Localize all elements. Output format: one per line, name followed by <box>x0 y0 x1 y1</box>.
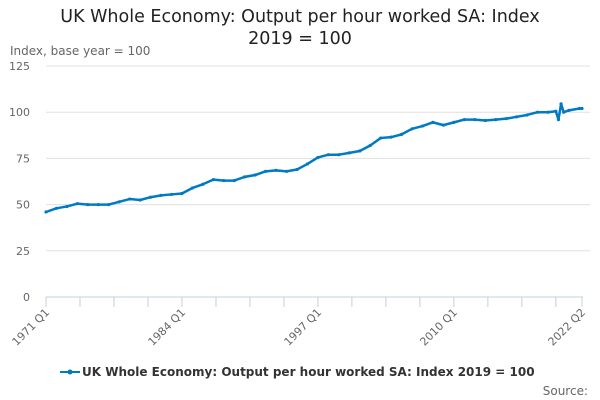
data-point <box>65 204 69 209</box>
x-tick-label: 1997 Q1 <box>282 306 325 349</box>
data-point <box>86 203 90 207</box>
data-point <box>399 132 404 136</box>
legend-item[interactable]: UK Whole Economy: Output per hour worked… <box>60 365 535 379</box>
data-point <box>201 182 205 186</box>
y-tick-label: 25 <box>16 245 30 258</box>
data-point <box>295 167 299 172</box>
data-point <box>441 123 446 127</box>
data-point <box>535 110 540 114</box>
data-point <box>264 169 268 173</box>
data-point <box>483 118 487 123</box>
data-point <box>546 110 550 114</box>
data-point <box>389 135 393 139</box>
data-point <box>222 178 226 183</box>
data-point <box>159 193 163 197</box>
data-point <box>305 162 310 166</box>
y-tick-label: 50 <box>16 199 30 212</box>
x-tick-label: 1984 Q1 <box>146 306 189 349</box>
data-point <box>337 153 341 157</box>
data-point <box>462 117 466 122</box>
y-tick-label: 100 <box>9 106 30 119</box>
data-point <box>107 203 111 207</box>
data-point <box>169 192 174 197</box>
data-point <box>515 115 519 119</box>
data-point <box>347 151 351 155</box>
series-line <box>45 102 582 214</box>
data-point <box>190 186 195 190</box>
data-point <box>284 169 289 173</box>
chart-title: UK Whole Economy: Output per hour worked… <box>60 7 540 49</box>
y-axis-label: Index, base year = 100 <box>10 44 151 58</box>
data-point <box>96 203 100 207</box>
data-point <box>232 178 236 183</box>
data-point <box>567 108 571 112</box>
data-point <box>410 127 414 131</box>
data-point <box>316 155 320 160</box>
data-point <box>44 210 48 214</box>
data-point <box>525 113 529 117</box>
data-point <box>243 175 247 179</box>
data-point <box>559 102 563 106</box>
y-tick-label: 125 <box>9 60 30 73</box>
data-point <box>577 106 581 111</box>
data-point <box>431 120 435 124</box>
data-point <box>379 136 383 140</box>
data-point <box>580 106 584 111</box>
data-point <box>494 117 498 122</box>
data-point <box>253 173 257 177</box>
data-point <box>452 120 456 124</box>
y-tick-label: 0 <box>23 291 30 304</box>
data-point <box>554 109 558 113</box>
data-point <box>556 117 561 122</box>
data-point <box>368 143 372 148</box>
data-point <box>117 200 121 204</box>
data-point <box>504 117 508 121</box>
y-tick-label: 75 <box>16 152 30 165</box>
data-point <box>128 197 132 201</box>
data-point <box>211 178 215 182</box>
data-point <box>54 206 59 210</box>
data-point <box>420 124 425 128</box>
data-point <box>326 153 330 157</box>
data-point <box>148 195 153 199</box>
data-point <box>358 149 362 153</box>
x-tick-label: 2022 Q2 <box>546 306 589 349</box>
data-point <box>274 168 278 173</box>
legend-label: UK Whole Economy: Output per hour worked… <box>82 365 535 379</box>
data-point <box>75 202 79 206</box>
data-point <box>180 191 184 196</box>
data-point <box>138 198 142 202</box>
data-point <box>473 117 477 122</box>
source-label: Source: <box>542 384 588 398</box>
data-point <box>562 110 566 114</box>
x-tick-label: 2010 Q1 <box>417 306 460 349</box>
legend-line-icon <box>60 369 80 375</box>
x-tick-label: 1971 Q1 <box>10 306 53 349</box>
